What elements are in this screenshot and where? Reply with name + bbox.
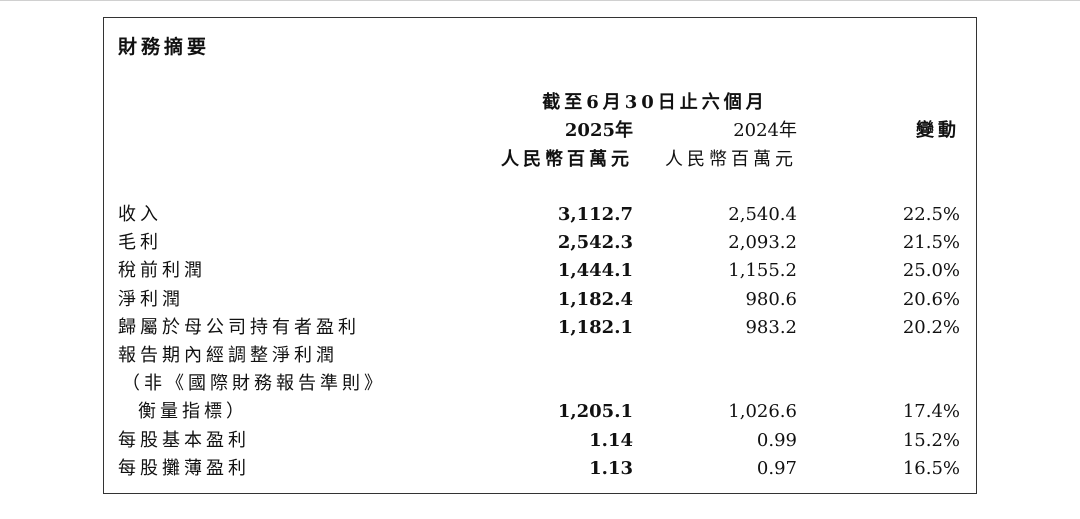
row-label: （非《國際財務報告準則》 bbox=[122, 373, 386, 395]
cell: 1.14 bbox=[589, 429, 633, 451]
cell: 21.5% bbox=[902, 232, 960, 254]
row-label: 淨利潤 bbox=[118, 288, 184, 310]
period-header: 截至6月30日止六個月 bbox=[542, 92, 768, 113]
row-label: 歸屬於母公司持有者盈利 bbox=[118, 316, 360, 338]
cell: 15.2% bbox=[902, 429, 960, 451]
column-unit: 人民幣百萬元 bbox=[501, 149, 633, 170]
title: 財務摘要 bbox=[118, 36, 211, 58]
row-label: 每股基本盈利 bbox=[118, 429, 250, 451]
cell: 0.99 bbox=[756, 429, 797, 451]
column-year: 2024年 bbox=[733, 120, 797, 141]
cell: 1.13 bbox=[589, 457, 633, 479]
cell: 1,026.6 bbox=[728, 401, 797, 423]
cell: 1,155.2 bbox=[728, 260, 797, 282]
row-label: 每股攤薄盈利 bbox=[118, 457, 250, 479]
table-frame bbox=[103, 17, 977, 494]
cell: 22.5% bbox=[902, 204, 960, 225]
row-label: 毛利 bbox=[118, 232, 162, 254]
cell: 3,112.7 bbox=[557, 204, 633, 225]
cell: 980.6 bbox=[745, 288, 797, 310]
row-label: 衡量指標） bbox=[138, 401, 248, 423]
cell: 1,444.1 bbox=[557, 260, 633, 282]
row-label: 收入 bbox=[118, 204, 162, 225]
cell: 983.2 bbox=[745, 316, 797, 338]
top-rule bbox=[0, 0, 1080, 1]
cell: 25.0% bbox=[902, 260, 960, 282]
column-year: 2025年 bbox=[564, 120, 633, 141]
row-label: 稅前利潤 bbox=[118, 260, 206, 282]
cell: 1,205.1 bbox=[557, 401, 633, 423]
cell: 16.5% bbox=[902, 457, 960, 479]
cell: 17.4% bbox=[902, 401, 960, 423]
cell: 2,540.4 bbox=[728, 204, 797, 225]
cell: 20.6% bbox=[902, 288, 960, 310]
cell: 1,182.1 bbox=[557, 316, 633, 338]
cell: 1,182.4 bbox=[557, 288, 633, 310]
column-year: 變動 bbox=[916, 120, 960, 141]
column-unit: 人民幣百萬元 bbox=[665, 149, 797, 170]
cell: 20.2% bbox=[902, 316, 960, 338]
row-label: 報告期內經調整淨利潤 bbox=[118, 345, 338, 366]
cell: 2,542.3 bbox=[557, 232, 633, 254]
cell: 2,093.2 bbox=[728, 232, 797, 254]
cell: 0.97 bbox=[756, 457, 797, 479]
